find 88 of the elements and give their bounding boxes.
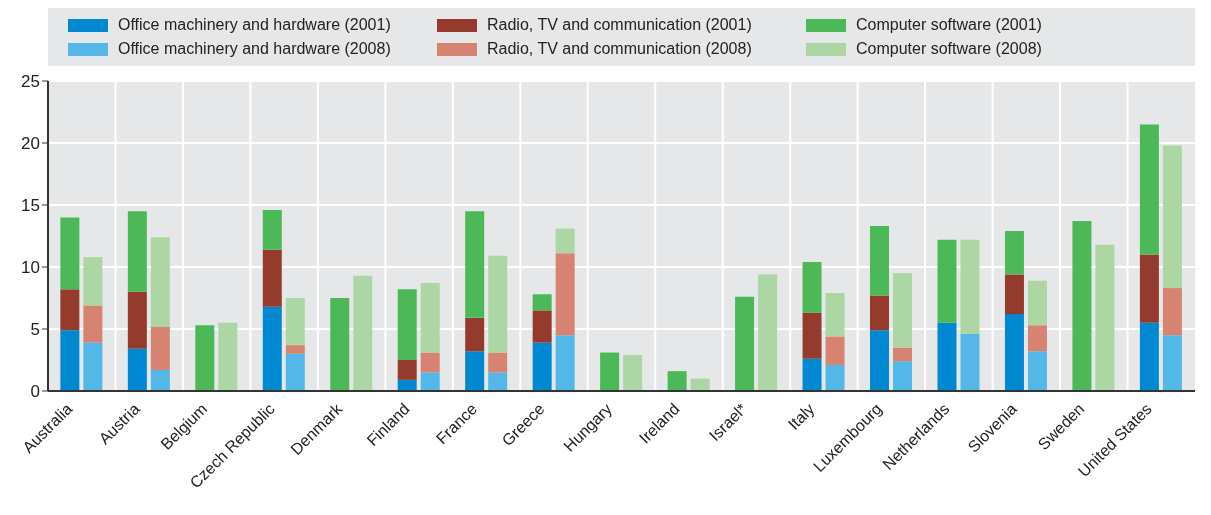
bar — [1004, 274, 1024, 315]
bar — [353, 275, 373, 391]
bar — [465, 351, 485, 391]
bar — [488, 255, 508, 353]
bar — [532, 342, 552, 391]
bar — [488, 352, 508, 373]
bar — [420, 283, 440, 353]
bar — [870, 330, 890, 391]
bar — [960, 333, 980, 391]
bar — [825, 336, 845, 365]
bar — [1162, 145, 1182, 289]
bar — [1027, 351, 1047, 391]
y-tick-label: 15 — [21, 196, 40, 216]
bar — [1162, 288, 1182, 336]
legend-label: Radio, TV and communication (2001) — [487, 16, 752, 34]
bar — [195, 325, 215, 391]
bar — [1095, 244, 1115, 391]
bar — [420, 372, 440, 391]
bar — [127, 291, 147, 349]
y-tick-label: 10 — [21, 258, 40, 278]
bar — [893, 347, 913, 362]
bar — [1027, 280, 1047, 326]
legend-label: Computer software (2001) — [856, 16, 1042, 34]
bar — [285, 353, 305, 391]
bar — [532, 310, 552, 343]
bar — [825, 364, 845, 391]
bar — [555, 335, 575, 391]
bar — [600, 352, 620, 391]
bar — [735, 296, 755, 391]
bar — [150, 237, 170, 327]
legend-label: Computer software (2008) — [856, 40, 1042, 58]
bar — [285, 298, 305, 346]
bar — [893, 273, 913, 348]
bar — [83, 257, 103, 306]
bar — [555, 253, 575, 336]
bar — [1139, 254, 1159, 323]
bar — [802, 262, 822, 313]
bar — [870, 226, 890, 296]
bar — [397, 379, 417, 391]
bar — [285, 345, 305, 354]
bar — [465, 211, 485, 318]
bar — [1139, 124, 1159, 255]
bar — [150, 369, 170, 391]
legend-label: Office machinery and hardware (2001) — [118, 16, 391, 34]
bar — [262, 249, 282, 307]
bar — [802, 358, 822, 391]
bar — [1027, 325, 1047, 352]
bar — [893, 361, 913, 391]
bar — [127, 348, 147, 391]
bar — [262, 209, 282, 250]
bar — [802, 312, 822, 359]
y-tick-label: 5 — [30, 320, 40, 340]
bar — [825, 293, 845, 337]
bar — [150, 326, 170, 370]
bar — [1162, 335, 1182, 391]
bar — [1004, 231, 1024, 275]
bar — [870, 295, 890, 331]
bar — [397, 289, 417, 360]
bar — [937, 322, 957, 391]
bar — [937, 239, 957, 323]
legend-label: Office machinery and hardware (2008) — [118, 40, 391, 58]
bar — [420, 352, 440, 373]
bar — [127, 211, 147, 292]
bar — [623, 355, 643, 391]
bar — [532, 294, 552, 311]
bar — [397, 360, 417, 380]
bar — [465, 317, 485, 352]
bar — [60, 289, 80, 331]
y-tick-label: 0 — [30, 382, 40, 402]
bar — [555, 228, 575, 254]
x-tick-label: Italy — [784, 400, 818, 433]
bar — [1004, 314, 1024, 391]
bar — [1072, 221, 1092, 391]
bar — [758, 274, 778, 391]
bar — [330, 298, 350, 391]
bar — [262, 306, 282, 391]
y-tick-label: 25 — [21, 72, 40, 92]
bar — [488, 372, 508, 391]
legend-label: Radio, TV and communication (2008) — [487, 40, 752, 58]
y-tick-label: 20 — [21, 134, 40, 154]
bar — [83, 342, 103, 391]
bar — [60, 330, 80, 391]
bar — [60, 217, 80, 290]
bar — [1139, 322, 1159, 391]
bar — [667, 371, 687, 391]
bar — [960, 239, 980, 334]
bar — [218, 322, 238, 391]
bar — [83, 305, 103, 343]
